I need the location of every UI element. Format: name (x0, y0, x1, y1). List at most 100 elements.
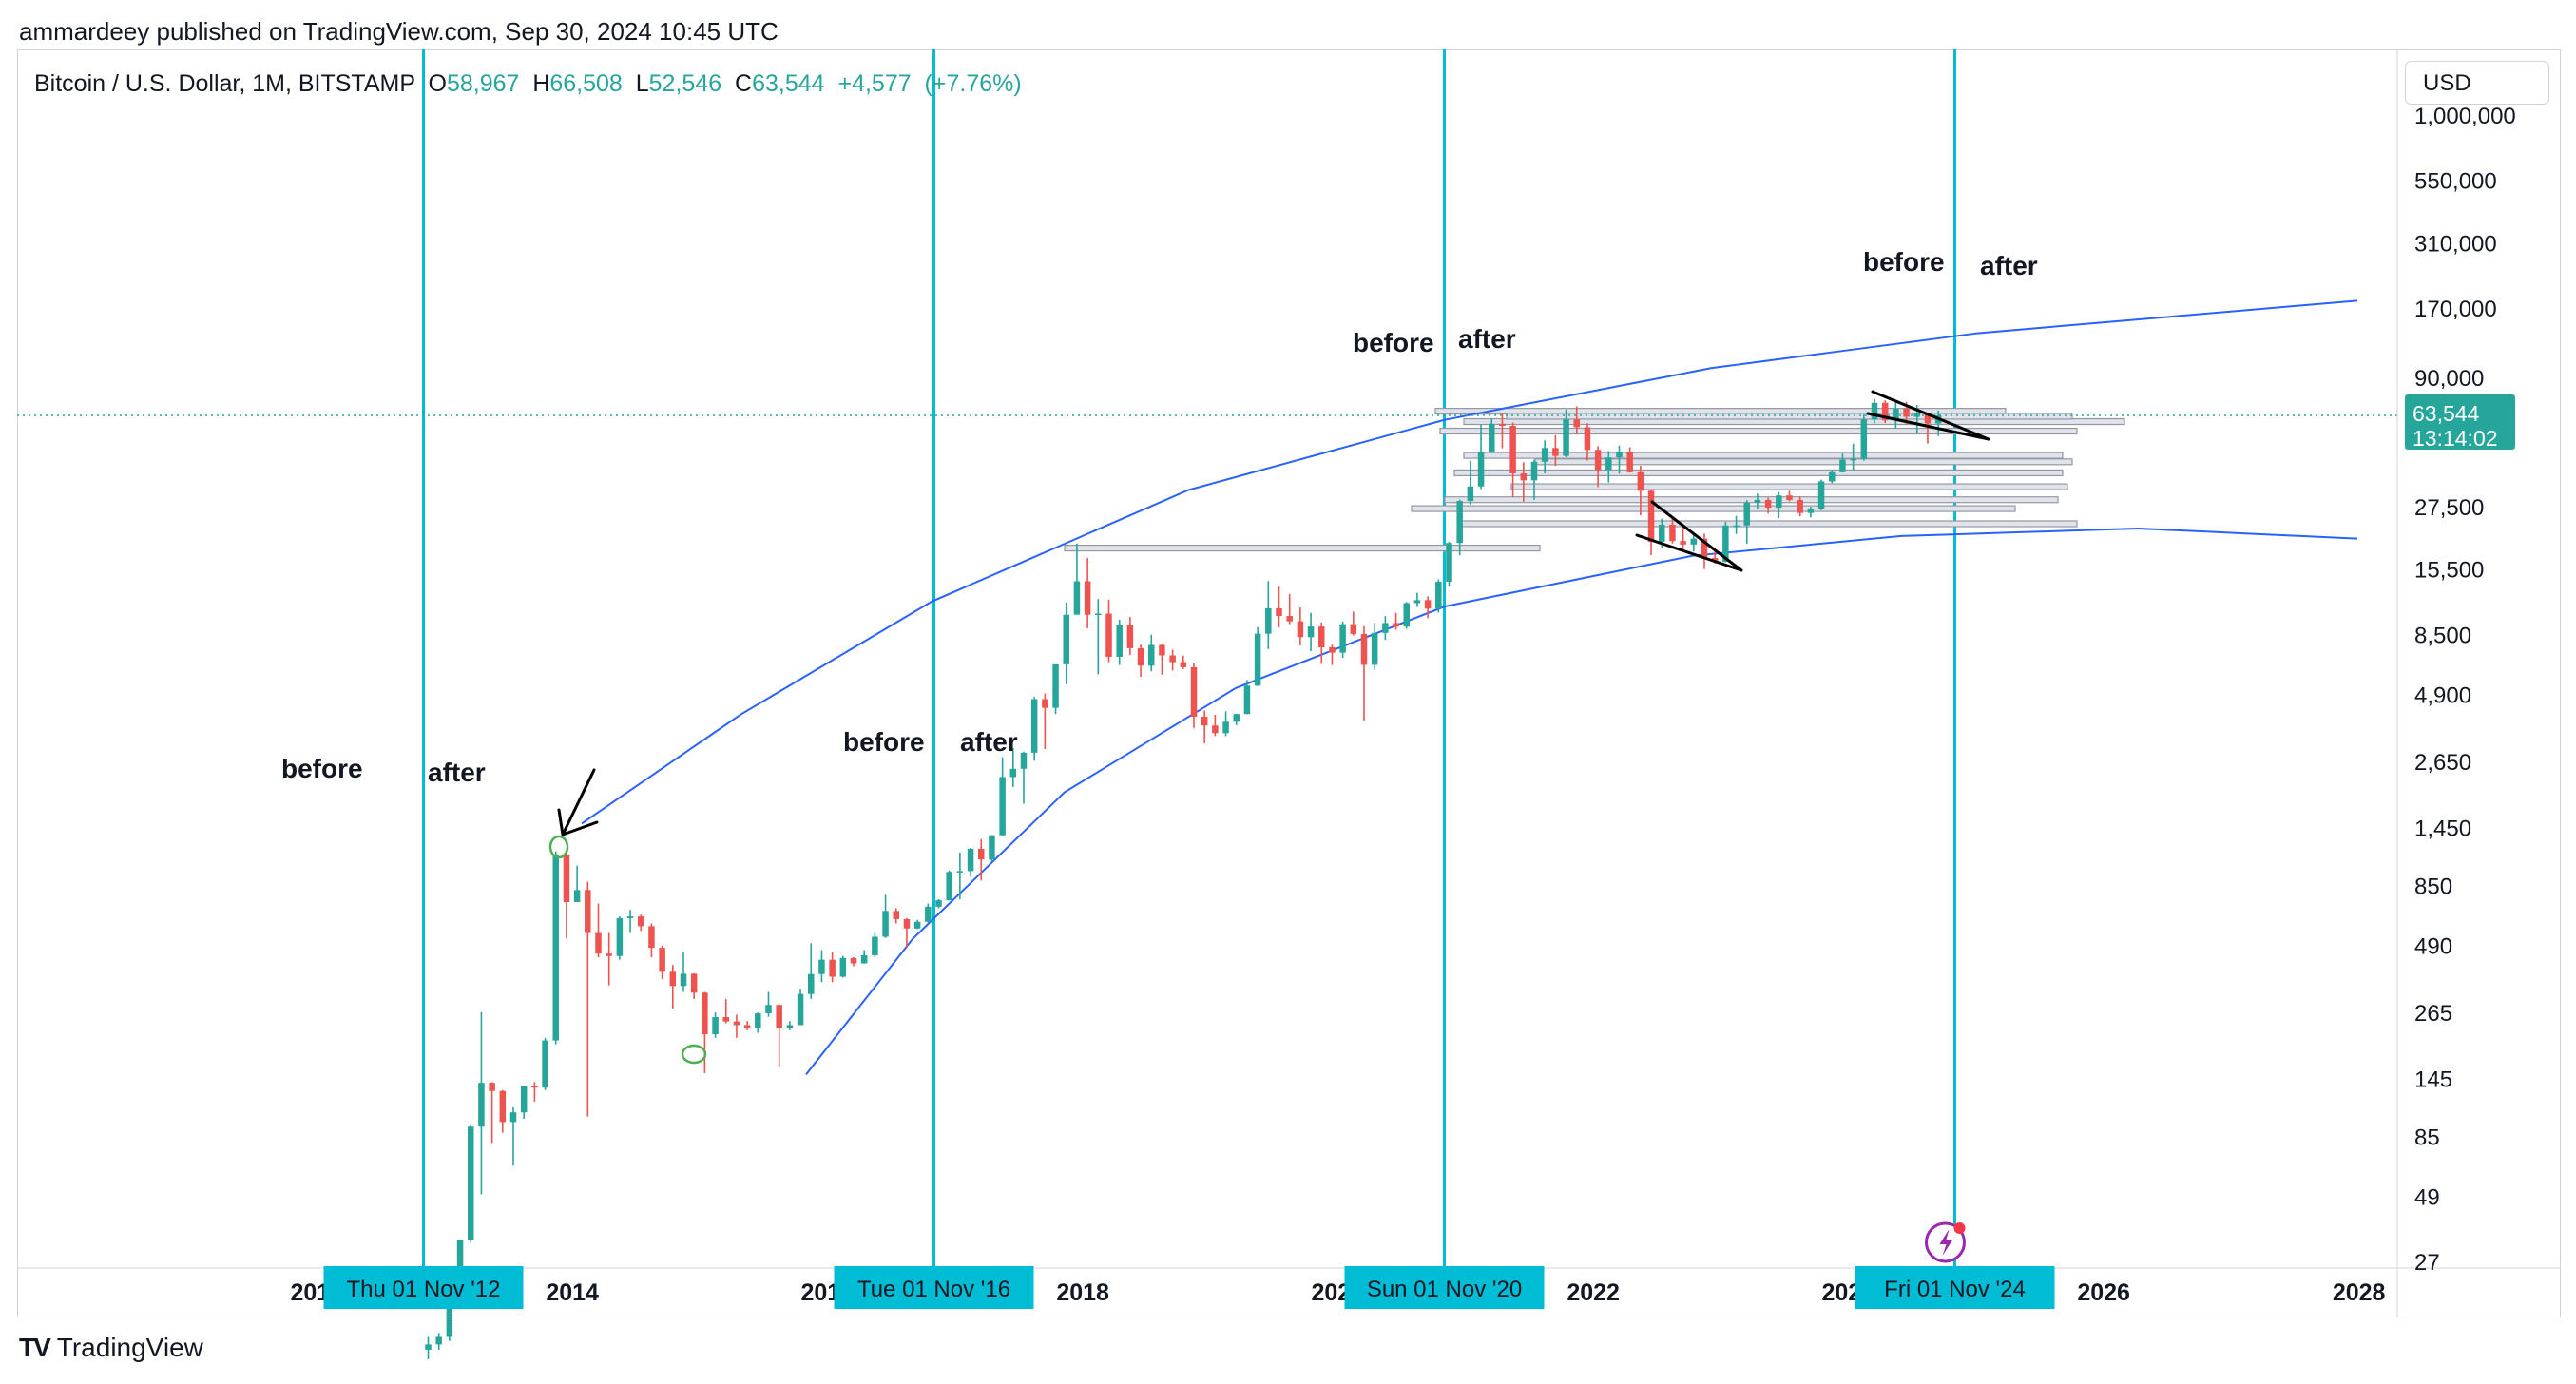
date-badge-label: Tue 01 Nov '16 (857, 1277, 1010, 1302)
candle (1393, 612, 1399, 630)
candle-body (1456, 501, 1463, 544)
date-badge-bg (323, 1266, 524, 1309)
candle (1030, 697, 1038, 761)
candle (1052, 663, 1059, 715)
candle (1456, 499, 1463, 556)
candle (1616, 445, 1623, 474)
candle-body (1659, 524, 1665, 543)
candle-body (893, 911, 899, 919)
candle-body (1860, 419, 1868, 459)
support-resistance-level (1506, 413, 2073, 420)
candle (1201, 710, 1208, 744)
currency-button[interactable]: USD (2405, 61, 2549, 105)
annotation-before: before (1863, 247, 1945, 277)
candle (1680, 527, 1686, 552)
candle-body (659, 948, 665, 972)
candle-body (702, 992, 708, 1035)
candle (1860, 414, 1868, 461)
candle (743, 1021, 751, 1030)
candle-body (850, 957, 857, 964)
time-tick-label-partial: 201 (291, 1279, 331, 1306)
annotation-after: after (1980, 251, 2038, 280)
candle-body (978, 848, 985, 860)
candle (1594, 446, 1602, 488)
candle-body (860, 954, 868, 964)
candle-body (1265, 607, 1272, 634)
price-tick-label: 2,650 (2414, 750, 2471, 776)
candle-body (680, 973, 687, 987)
candle-body (669, 971, 677, 987)
price-tick-label: 850 (2414, 875, 2452, 900)
candle (808, 943, 815, 999)
price-tick-label: 265 (2414, 1001, 2452, 1027)
candle-body (552, 854, 559, 1041)
support-resistance-level (1064, 544, 1541, 552)
candle (425, 1336, 432, 1359)
candle-body (1307, 626, 1315, 638)
candle (1807, 507, 1815, 518)
price-tick-label: 310,000 (2414, 231, 2497, 257)
candle-body (585, 890, 591, 933)
candle (818, 950, 825, 983)
candle-body (989, 835, 995, 860)
candle (1829, 470, 1836, 484)
candle-body (839, 957, 847, 977)
candle-body (1817, 481, 1825, 509)
date-badge-bg (1344, 1266, 1545, 1309)
candle-body (1552, 448, 1559, 456)
low-label: L (635, 70, 649, 97)
tradingview-logo[interactable]: TV TradingView (19, 1333, 203, 1363)
candle-body (712, 1017, 719, 1035)
candle-body (1489, 423, 1495, 453)
candle-body (1563, 419, 1569, 456)
candle (1839, 453, 1846, 473)
time-tick-label-partial: 201 (801, 1279, 841, 1306)
candle-body (1190, 666, 1198, 717)
candle-body (829, 959, 836, 977)
candle-body (563, 854, 570, 903)
candle-body (1776, 495, 1782, 509)
candle (1690, 535, 1698, 552)
candle (648, 923, 655, 958)
candle (1467, 460, 1474, 505)
candle-body (1797, 499, 1803, 513)
candle-body (1680, 541, 1686, 545)
date-badge-bg (834, 1266, 1034, 1309)
price-tick-label: 15,500 (2414, 558, 2484, 584)
candle (1180, 655, 1187, 669)
candle-body (1850, 458, 1856, 461)
last-price-value: 63,544 (2413, 401, 2480, 426)
symbol-name[interactable]: Bitcoin / U.S. Dollar, 1M, BITSTAMP (34, 70, 415, 97)
candle (786, 1021, 794, 1030)
candle (585, 881, 591, 1117)
candle (733, 1014, 740, 1038)
change-percent: (+7.76%) (924, 70, 1022, 97)
time-tick-label-partial: 202 (1822, 1279, 1862, 1306)
candle-body (1541, 448, 1548, 462)
support-resistance-level (1411, 505, 2016, 512)
candle-body (1095, 613, 1102, 616)
candle-body (1435, 582, 1442, 609)
support-resistance-level (1534, 458, 2073, 466)
low-value: 52,546 (648, 70, 722, 97)
date-marker-badge: Thu 01 Nov '12 (323, 1266, 524, 1309)
candle (1435, 579, 1442, 613)
last-price-badge-bg (2405, 394, 2515, 450)
candle-body (1254, 633, 1261, 686)
candle-body (1243, 685, 1251, 715)
lightning-glyph (1939, 1229, 1953, 1256)
candle-body (776, 1005, 782, 1028)
candle (1137, 644, 1144, 677)
candle-body (1009, 768, 1017, 778)
candle-body (925, 906, 932, 922)
candle (1350, 611, 1357, 636)
candle-body (1647, 490, 1655, 543)
price-tick-label: 8,500 (2414, 624, 2471, 649)
candle-body (1105, 613, 1112, 657)
candle (1318, 622, 1325, 664)
date-marker-badge: Fri 01 Nov '24 (1855, 1266, 2055, 1309)
candle-body (903, 918, 911, 929)
candle-body (1509, 426, 1516, 474)
candle-body (818, 959, 825, 974)
